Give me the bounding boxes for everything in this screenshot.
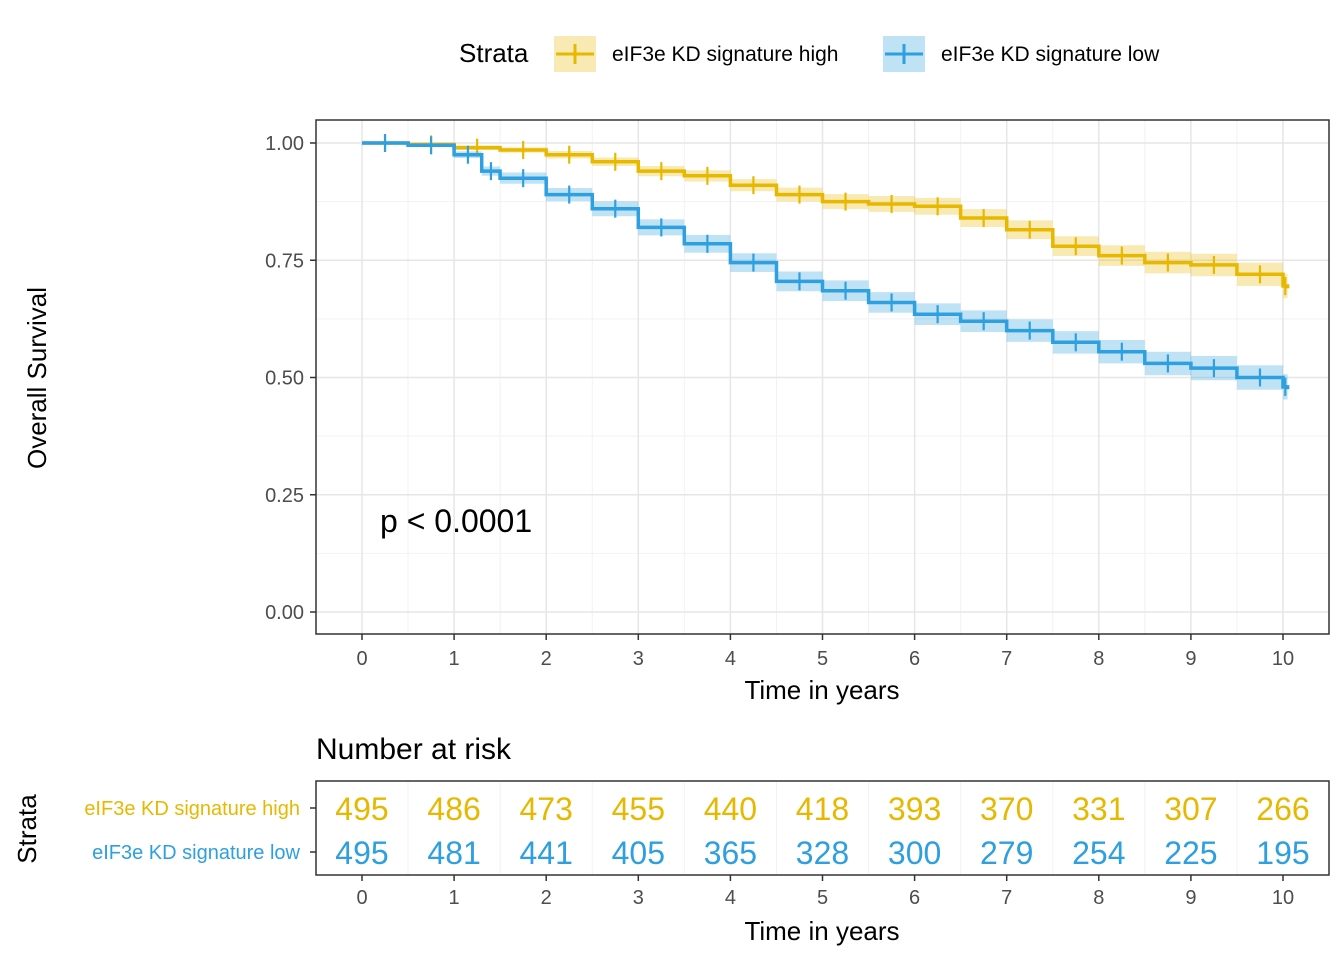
risk-background: [316, 781, 1329, 875]
risk-count: 195: [1256, 835, 1309, 871]
risk-count: 365: [704, 835, 757, 871]
risk-x-tick-label: 2: [541, 887, 552, 909]
x-tick-label: 4: [725, 648, 736, 670]
risk-count: 418: [796, 791, 849, 827]
risk-x-tick-label: 0: [356, 887, 367, 909]
x-tick-label: 8: [1093, 648, 1104, 670]
x-tick-label: 0: [356, 648, 367, 670]
risk-count: 254: [1072, 835, 1125, 871]
y-tick-label: 1.00: [265, 133, 304, 155]
legend-label-low: eIF3e KD signature low: [941, 43, 1160, 66]
x-tick-label: 7: [1001, 648, 1012, 670]
risk-count: 225: [1164, 835, 1217, 871]
x-tick-label: 10: [1272, 648, 1294, 670]
risk-count: 481: [427, 835, 480, 871]
survival-x-axis-title: Time in years: [744, 675, 899, 705]
risk-count: 328: [796, 835, 849, 871]
risk-count: 405: [612, 835, 665, 871]
risk-x-tick-label: 9: [1185, 887, 1196, 909]
legend-label-high: eIF3e KD signature high: [612, 43, 838, 66]
pvalue-annotation: p < 0.0001: [380, 503, 532, 539]
y-tick-label: 0.00: [265, 602, 304, 624]
risk-count: 331: [1072, 791, 1125, 827]
risk-count: 495: [335, 791, 388, 827]
risk-count: 393: [888, 791, 941, 827]
risk-x-tick-label: 1: [449, 887, 460, 909]
x-tick-label: 5: [817, 648, 828, 670]
risk-count: 473: [520, 791, 573, 827]
survival-plot: 0 1 2 3 4 5 6 7 8 9 10 0.00 0.25 0.50 0.75 1.00: [265, 119, 1330, 670]
risk-count: 300: [888, 835, 941, 871]
risk-x-tick-label: 10: [1272, 887, 1294, 909]
y-tick-label: 0.50: [265, 368, 304, 390]
risk-x-tick-label: 8: [1093, 887, 1104, 909]
y-tick-label: 0.25: [265, 485, 304, 507]
risk-row-label: eIF3e KD signature high: [84, 798, 300, 820]
legend-key-low: [883, 36, 925, 72]
survival-curve: [362, 141, 1290, 289]
survival-y-axis-title: Overall Survival: [22, 287, 52, 469]
risk-count: 279: [980, 835, 1033, 871]
x-tick-label: 3: [633, 648, 644, 670]
risk-count: 486: [427, 791, 480, 827]
risk-x-tick-label: 7: [1001, 887, 1012, 909]
risk-x-tick-label: 5: [817, 887, 828, 909]
risk-count: 495: [335, 835, 388, 871]
x-tick-label: 9: [1185, 648, 1196, 670]
risk-count: 307: [1164, 791, 1217, 827]
x-tick-label: 1: [449, 648, 460, 670]
series-low: [362, 134, 1290, 402]
survival-curve: [362, 141, 1290, 390]
risk-x-tick-label: 6: [909, 887, 920, 909]
risk-table: eIF3e KD signature high 495 486 473 455 440 41…: [84, 780, 1330, 909]
risk-x-tick-label: 3: [633, 887, 644, 909]
x-tick-label: 6: [909, 648, 920, 670]
x-tick-label: 2: [541, 648, 552, 670]
risk-y-axis-title: Strata: [12, 794, 42, 864]
risk-count: 370: [980, 791, 1033, 827]
risk-x-axis-title: Time in years: [744, 916, 899, 946]
legend-key-high: [554, 36, 596, 72]
legend-title: Strata: [459, 38, 529, 68]
risk-count: 440: [704, 791, 757, 827]
y-tick-label: 0.75: [265, 250, 304, 272]
risk-x-tick-label: 4: [725, 887, 736, 909]
risk-count: 266: [1256, 791, 1309, 827]
risk-row-label: eIF3e KD signature low: [92, 842, 300, 864]
legend: Strata eIF3e KD signature high eIF3e KD …: [459, 36, 1160, 72]
risk-count: 441: [520, 835, 573, 871]
risk-count: 455: [612, 791, 665, 827]
risk-table-title: Number at risk: [316, 733, 512, 766]
